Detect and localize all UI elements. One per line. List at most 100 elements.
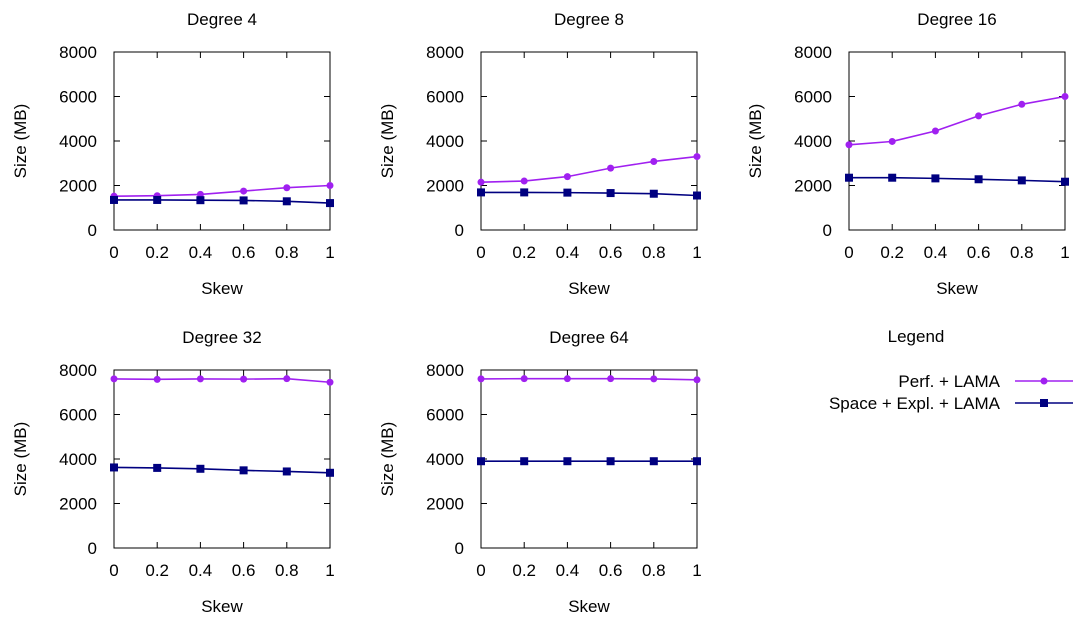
data-point-perf — [326, 378, 334, 386]
data-point-perf — [607, 164, 615, 172]
x-tick-label: 0.2 — [512, 243, 536, 262]
legend-marker-space — [1040, 399, 1048, 407]
data-point-perf — [196, 190, 204, 198]
series-line-space — [114, 199, 331, 204]
x-tick-label: 1 — [1060, 243, 1069, 262]
y-tick-label: 6000 — [59, 88, 97, 107]
series-line-perf — [480, 155, 698, 183]
x-tick-label: 0.6 — [599, 561, 623, 580]
y-axis-label: Size (MB) — [378, 104, 397, 179]
data-point-space — [888, 173, 897, 182]
data-point-space — [606, 189, 615, 198]
data-point-space — [563, 457, 572, 466]
data-point-space — [477, 188, 485, 197]
data-point-perf — [283, 375, 291, 383]
data-point-space — [153, 463, 162, 472]
x-axis-label: Skew — [936, 279, 978, 298]
data-point-perf — [975, 112, 983, 120]
y-tick-label: 6000 — [426, 406, 464, 425]
data-point-perf — [477, 375, 485, 383]
data-point-space — [845, 173, 853, 182]
x-tick-label: 0.2 — [145, 243, 169, 262]
data-point-perf — [563, 375, 571, 383]
data-point-perf — [888, 137, 896, 145]
y-tick-label: 8000 — [59, 43, 97, 62]
data-point-perf — [153, 375, 161, 383]
legend-label-space: Space + Expl. + LAMA — [829, 394, 1001, 413]
y-tick-label: 4000 — [59, 450, 97, 469]
x-tick-label: 0.4 — [924, 243, 948, 262]
data-point-space — [110, 195, 118, 204]
y-tick-label: 0 — [88, 221, 97, 240]
y-tick-label: 4000 — [794, 132, 832, 151]
x-tick-label: 0.2 — [880, 243, 904, 262]
legend-marker-perf — [1040, 377, 1048, 385]
x-tick-label: 0.8 — [275, 561, 299, 580]
series-line-space — [481, 191, 698, 197]
x-tick-label: 0.6 — [232, 561, 256, 580]
y-tick-label: 0 — [88, 539, 97, 558]
data-point-space — [239, 466, 248, 475]
y-axis-label: Size (MB) — [11, 104, 30, 179]
data-point-perf — [283, 184, 291, 192]
chart-panel-4: Degree 32 0 2000 4000 6000 8000 0 0.2 0.4 0.6 0.8 1… — [11, 328, 335, 616]
series-line-perf — [113, 184, 331, 197]
series-line-space — [113, 466, 331, 474]
x-tick-label: 0.2 — [145, 561, 169, 580]
data-point-perf — [693, 153, 701, 161]
data-point-space — [693, 457, 701, 466]
data-point-perf — [326, 182, 334, 189]
x-tick-label: 0 — [109, 561, 118, 580]
x-axis-label: Skew — [568, 597, 610, 616]
y-axis-label: Size (MB) — [11, 422, 30, 497]
data-point-space — [326, 199, 334, 208]
chart-panel-5: Degree 64 0 2000 4000 6000 8000 0 0.2 0.4 0.6 0.8 1… — [378, 328, 702, 616]
y-tick-label: 6000 — [59, 406, 97, 425]
data-point-perf — [240, 187, 248, 195]
chart-title: Degree 32 — [182, 328, 261, 347]
data-point-space — [282, 197, 291, 206]
y-tick-label: 8000 — [426, 43, 464, 62]
data-point-space — [196, 196, 205, 205]
data-point-space — [282, 467, 291, 476]
x-tick-label: 1 — [325, 243, 334, 262]
data-point-space — [110, 463, 118, 472]
plot-frame — [848, 51, 1066, 231]
y-tick-label: 4000 — [426, 132, 464, 151]
data-point-space — [239, 196, 248, 205]
y-tick-label: 2000 — [426, 177, 464, 196]
x-tick-label: 0.8 — [642, 561, 666, 580]
series-line-perf — [113, 377, 331, 384]
x-tick-label: 0 — [476, 243, 485, 262]
y-tick-label: 4000 — [426, 450, 464, 469]
data-point-space — [931, 174, 940, 183]
chart-panel-3: Degree 16 0 2000 4000 6000 8000 0 0.2 0.4 0.6 0.8 1… — [746, 10, 1070, 298]
x-axis-label: Skew — [201, 279, 243, 298]
series-line-space — [849, 176, 1066, 183]
plot-frame — [113, 369, 331, 549]
y-tick-label: 8000 — [59, 361, 97, 380]
chart-title: Degree 64 — [549, 328, 628, 347]
data-point-space — [326, 468, 334, 477]
legend: Legend Perf. + LAMA Space + Expl. + LAMA — [829, 327, 1073, 413]
data-point-perf — [563, 173, 571, 181]
data-point-space — [563, 188, 572, 197]
data-point-space — [520, 188, 529, 197]
x-tick-label: 0.4 — [189, 561, 213, 580]
y-tick-label: 2000 — [426, 495, 464, 514]
data-point-perf — [693, 376, 701, 384]
x-tick-label: 0.2 — [512, 561, 536, 580]
x-tick-label: 1 — [325, 561, 334, 580]
y-tick-label: 2000 — [59, 495, 97, 514]
y-tick-label: 4000 — [59, 132, 97, 151]
data-point-perf — [1061, 93, 1069, 100]
y-tick-label: 0 — [455, 539, 464, 558]
data-point-space — [649, 457, 658, 466]
plot-frame — [480, 51, 698, 231]
data-point-perf — [845, 141, 853, 149]
data-point-space — [477, 457, 485, 466]
x-tick-label: 1 — [692, 561, 701, 580]
data-point-perf — [196, 375, 204, 383]
data-point-perf — [1018, 100, 1026, 108]
